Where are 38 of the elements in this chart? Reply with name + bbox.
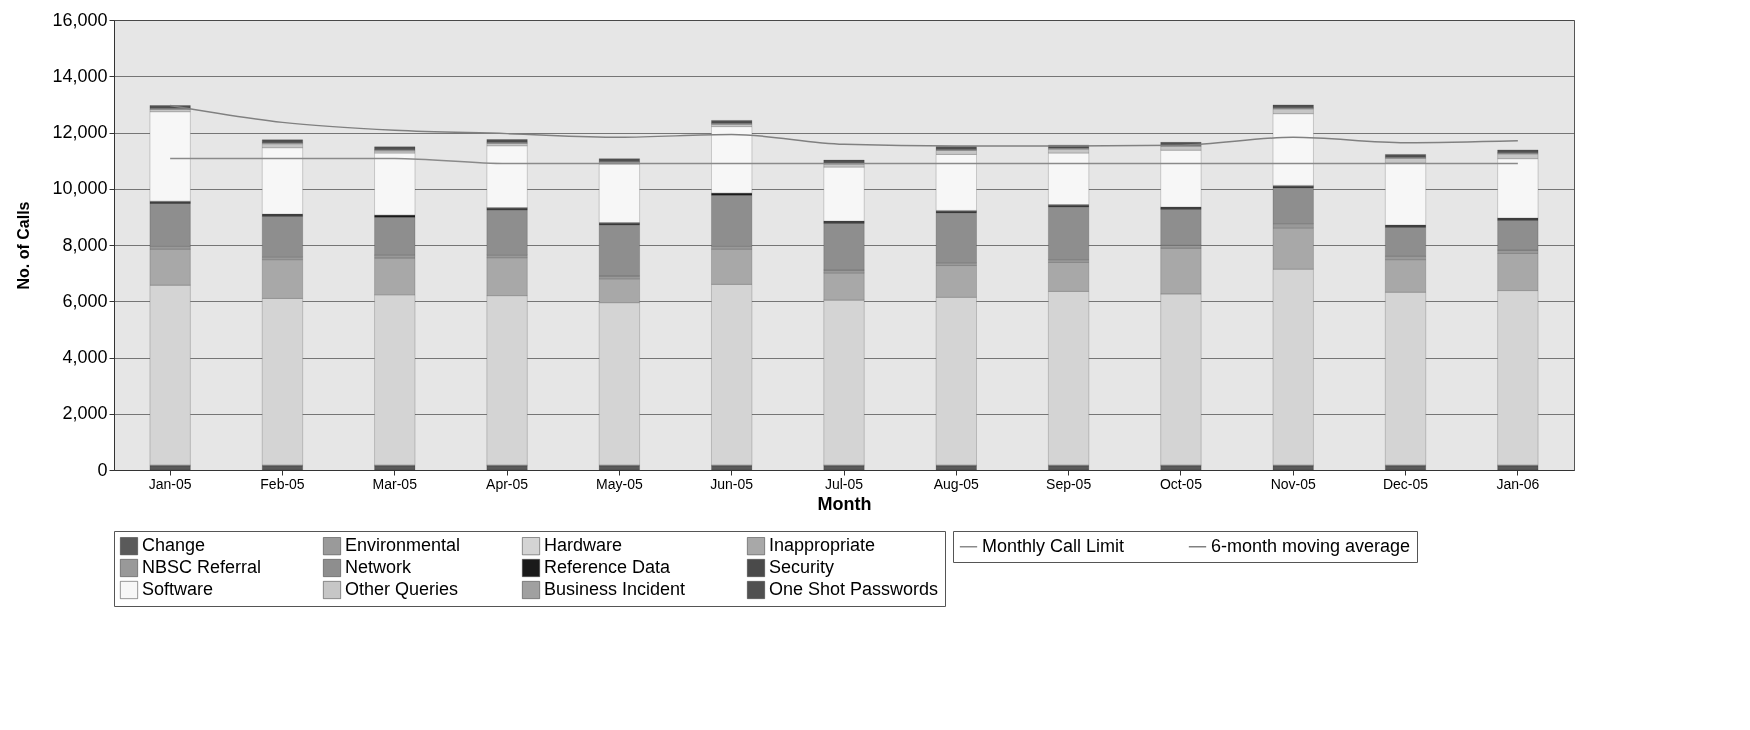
y-tick-label: 12,000 xyxy=(52,122,108,142)
x-tick-label: Oct-05 xyxy=(1159,475,1203,492)
legend-label: Security xyxy=(769,557,835,577)
x-tick-label: Feb-05 xyxy=(260,475,305,492)
legend-label: Change xyxy=(142,535,206,556)
y-tick-label: 14,000 xyxy=(52,65,108,86)
y-tick-label: 6,000 xyxy=(62,290,108,311)
x-tick-label: Jan-06 xyxy=(1496,475,1540,492)
x-tick-label: Jun-05 xyxy=(710,475,754,492)
legend-label: Monthly Call Limit xyxy=(982,535,1125,556)
legend-label: Software xyxy=(142,579,214,599)
legend-label: Network xyxy=(345,557,413,577)
y-tick-label: 4,000 xyxy=(62,347,108,367)
y-tick-label: 2,000 xyxy=(62,403,108,424)
legend-label: Other Queries xyxy=(345,579,459,599)
y-tick-label: 8,000 xyxy=(62,234,108,255)
x-tick-label: Jul-05 xyxy=(824,475,864,492)
x-tick-label: Mar-05 xyxy=(372,475,418,492)
y-tick-label: 0 xyxy=(97,459,108,480)
y-tick-label: 16,000 xyxy=(52,9,108,30)
legend-label: NBSC Referral xyxy=(142,557,262,577)
x-tick-label: May-05 xyxy=(596,475,643,492)
x-tick-label: Sep-05 xyxy=(1046,475,1092,492)
legend-label: Reference Data xyxy=(544,557,672,577)
y-axis-title: No. of Calls xyxy=(15,201,33,290)
legend-label: One Shot Passwords xyxy=(769,579,939,599)
x-tick-label: Aug-05 xyxy=(933,475,980,492)
legend-label: Environmental xyxy=(345,535,461,556)
legend-label: Inappropriate xyxy=(769,535,876,556)
x-tick-label: Jan-05 xyxy=(148,475,192,492)
y-tick-label: 10,000 xyxy=(52,178,108,199)
x-axis-title: Month xyxy=(817,493,872,514)
legend-label: 6-month moving average xyxy=(1211,535,1411,556)
x-tick-label: Apr-05 xyxy=(486,475,529,492)
legend-label: Hardware xyxy=(544,535,623,556)
x-tick-label: Nov-05 xyxy=(1270,475,1317,492)
legend-label: Business Incident xyxy=(544,579,686,599)
x-tick-label: Dec-05 xyxy=(1382,475,1429,492)
